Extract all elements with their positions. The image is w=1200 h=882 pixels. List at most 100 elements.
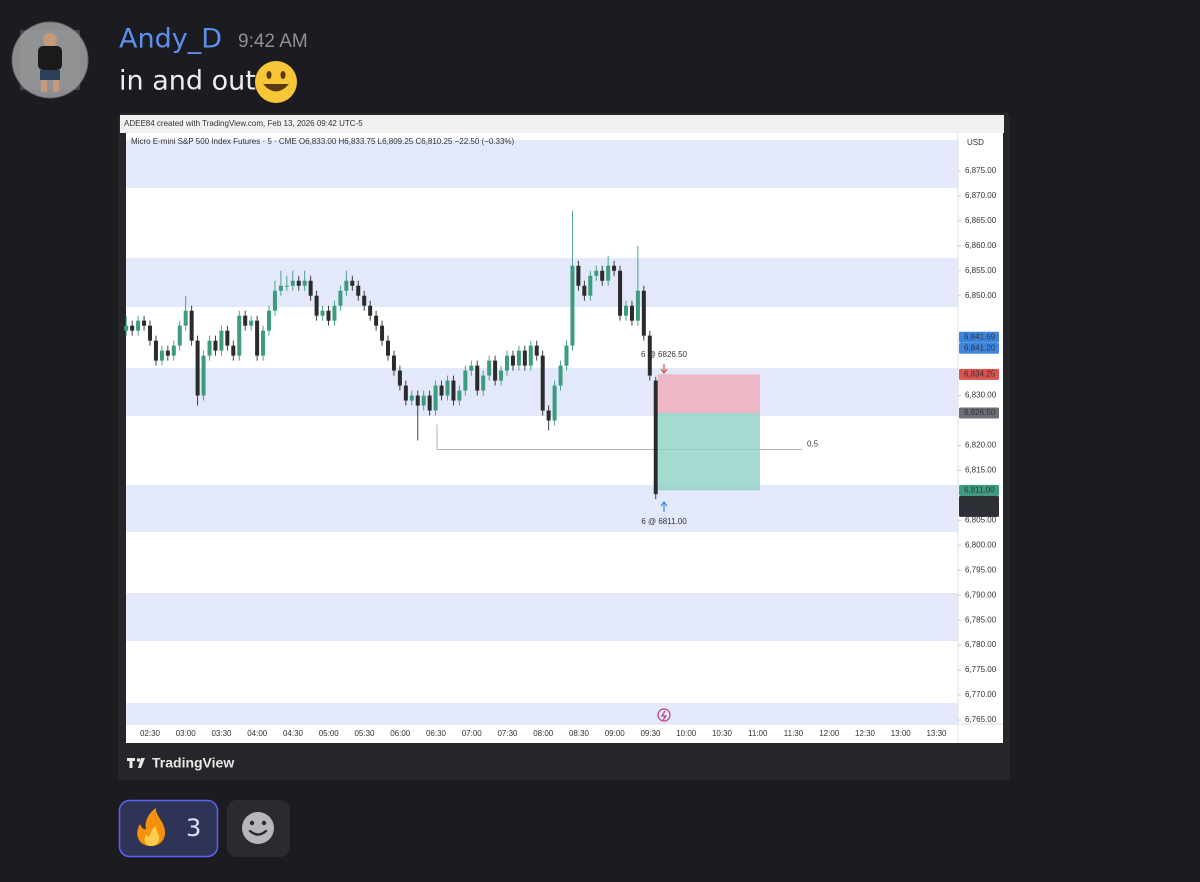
x-tick-label: 11:30 bbox=[784, 729, 804, 738]
bands bbox=[126, 140, 958, 724]
candle-body bbox=[451, 380, 456, 401]
candle-body bbox=[516, 350, 521, 366]
candle-body bbox=[415, 395, 420, 406]
candle-body bbox=[284, 285, 289, 287]
author[interactable]: Andy_D bbox=[119, 24, 222, 55]
y-tick-label: 6,875.00 bbox=[965, 166, 997, 175]
candle-body bbox=[338, 290, 343, 306]
y-tick-label: 6,790.00 bbox=[965, 590, 997, 599]
x-tick-label: 13:30 bbox=[926, 729, 947, 738]
candle-body bbox=[165, 350, 170, 356]
candle-body bbox=[249, 320, 254, 326]
candle-body bbox=[314, 295, 319, 316]
price-tag-label: 6,841.69 bbox=[964, 332, 996, 341]
candle-body bbox=[231, 345, 236, 356]
candle-body bbox=[618, 270, 623, 316]
chart-header bbox=[120, 115, 1004, 133]
candle-body bbox=[153, 340, 158, 361]
candle-body bbox=[421, 395, 426, 406]
candle-body bbox=[219, 330, 224, 351]
candle-body bbox=[433, 385, 438, 411]
x-tick-label: 12:30 bbox=[855, 729, 876, 738]
candle-body bbox=[183, 310, 188, 326]
y-tick-label: 6,820.00 bbox=[965, 441, 997, 450]
reaction-count: 3 bbox=[186, 814, 201, 842]
x-tick-label: 02:30 bbox=[140, 729, 161, 738]
y-tick-label: 6,800.00 bbox=[965, 540, 997, 549]
candle-body bbox=[356, 285, 361, 296]
x-tick-label: 04:30 bbox=[283, 729, 304, 738]
target-zone bbox=[658, 413, 760, 491]
x-tick-label: 08:00 bbox=[533, 729, 554, 738]
y-tick-label: 6,850.00 bbox=[965, 291, 997, 300]
candle-body bbox=[641, 290, 646, 336]
candle-body bbox=[629, 305, 634, 321]
candle-body bbox=[475, 365, 480, 391]
candle-body bbox=[320, 310, 325, 316]
price-tag-label: 6,826.50 bbox=[964, 408, 996, 417]
candle-body bbox=[171, 345, 176, 356]
brand-logo bbox=[127, 758, 145, 768]
y-tick-label: 6,865.00 bbox=[965, 216, 997, 225]
brand-name: TradingView bbox=[152, 755, 234, 771]
candle-body bbox=[582, 285, 587, 296]
avatar[interactable] bbox=[11, 21, 89, 99]
candle-body bbox=[362, 295, 367, 306]
candle-body bbox=[148, 325, 152, 341]
candle-body bbox=[201, 355, 206, 396]
chart-caption: ADEE84 created with TradingView.com, Feb… bbox=[124, 119, 363, 128]
candle-body bbox=[445, 380, 450, 396]
exit-label: 6 @ 6811.00 bbox=[641, 517, 687, 526]
candle-body bbox=[380, 325, 385, 341]
candle-body bbox=[463, 370, 468, 391]
candle-body bbox=[130, 325, 135, 331]
candle-body bbox=[647, 335, 652, 376]
candle-body bbox=[510, 355, 515, 366]
candle-body bbox=[350, 280, 355, 286]
candle-body bbox=[195, 340, 200, 396]
x-tick-label: 09:00 bbox=[605, 729, 626, 738]
y-tick-label: 6,855.00 bbox=[965, 266, 997, 275]
candle-body bbox=[546, 410, 551, 421]
candle-body bbox=[386, 340, 390, 356]
candle-body bbox=[439, 385, 444, 396]
candle-body bbox=[255, 320, 260, 356]
candle-body bbox=[142, 320, 147, 326]
price-tag bbox=[959, 407, 999, 419]
candle-body bbox=[540, 355, 545, 411]
candle-body bbox=[403, 385, 408, 401]
candle-body bbox=[391, 355, 396, 371]
candle-body bbox=[528, 345, 533, 366]
candle-body bbox=[124, 325, 129, 331]
candle-body bbox=[457, 390, 462, 401]
reaction-fire[interactable]: 3 bbox=[118, 799, 219, 858]
x-tick-label: 09:30 bbox=[640, 729, 661, 738]
candle-body bbox=[344, 280, 349, 291]
candle-body bbox=[600, 270, 605, 281]
timestamp: 9:42 AM bbox=[238, 31, 308, 52]
candle-body bbox=[267, 310, 271, 331]
candle-body bbox=[481, 375, 486, 391]
candle-body bbox=[427, 395, 432, 411]
stop-zone bbox=[658, 374, 760, 414]
add-reaction[interactable] bbox=[227, 800, 290, 857]
candle-body bbox=[534, 345, 539, 356]
price-tag bbox=[959, 342, 999, 354]
candle-body bbox=[159, 350, 164, 361]
candle-body bbox=[332, 305, 337, 321]
candle-body bbox=[558, 365, 563, 386]
x-tick-label: 10:30 bbox=[712, 729, 733, 738]
y-tick-label: 6,860.00 bbox=[965, 241, 997, 250]
y-tick-label: 6,765.00 bbox=[965, 715, 997, 724]
price-tag bbox=[959, 484, 999, 496]
candle-body bbox=[272, 290, 277, 311]
y-tick-label: 6,805.00 bbox=[965, 515, 997, 524]
candle-body bbox=[409, 395, 414, 401]
candle-body bbox=[225, 330, 230, 346]
arrows bbox=[657, 364, 671, 722]
x-tick-label: 07:30 bbox=[497, 729, 518, 738]
candle-body bbox=[493, 360, 498, 381]
candle-body bbox=[487, 360, 492, 376]
candle-body bbox=[397, 370, 402, 386]
candle-body bbox=[576, 265, 581, 286]
